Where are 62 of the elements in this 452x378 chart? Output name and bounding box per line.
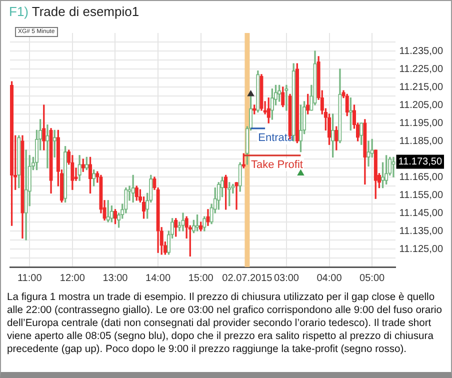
y-tick-label: 11.155,00 <box>399 190 444 201</box>
candlestick <box>52 130 56 158</box>
candlestick <box>331 114 335 158</box>
y-tick-label: 11.195,00 <box>399 118 444 129</box>
candlestick <box>360 122 364 145</box>
candlestick <box>363 119 367 185</box>
candlestick <box>256 70 260 113</box>
x-tick-label: 15:00 <box>188 272 214 284</box>
candlestick <box>252 104 256 114</box>
y-tick-label: 11.225,00 <box>399 64 444 75</box>
candlestick <box>24 150 28 240</box>
x-tick-label: 05:00 <box>360 272 386 284</box>
y-tick-label: 11.145,00 <box>399 208 444 219</box>
y-tick-label: 11.135,00 <box>399 226 444 237</box>
x-tick-label: 03:00 <box>274 272 300 284</box>
y-tick-label: 11.205,00 <box>399 100 444 111</box>
chart-title: F1) Trade di esempio1 <box>9 4 140 19</box>
series-label: Entrata <box>258 132 294 144</box>
candlestick <box>131 174 135 203</box>
x-tick-label: 12:00 <box>60 272 86 284</box>
y-tick-label: 11.235,00 <box>399 46 444 57</box>
candlestick <box>238 162 242 192</box>
x-tick-label: 04:00 <box>316 272 342 284</box>
y-tick-label: 11.165,00 <box>399 172 444 183</box>
y-tick-label: 11.125,00 <box>399 244 444 255</box>
candlestick <box>17 135 21 188</box>
candlestick <box>46 124 50 168</box>
candlestick <box>42 104 46 150</box>
series-label: Take Profit <box>251 158 303 171</box>
candlestick <box>10 81 14 226</box>
candlestick <box>298 104 303 152</box>
candlestick <box>281 86 285 108</box>
text: La figura 1 mostra un trade di esempio. Il prezzo di chiusura utilizzato per il gap close è quello alle 22:00 (contrassegno giallo). Le ore 03:00 nel grafico corrispondono alle 9:00 del fuso orario dell’Europa centrale (dati non consegnati dal provider secondo l’orario tedesco). Il trade short viene aperto alle 08:05 (segno blu), dopo che il prezzo era salito rispetto al prezzo di chiusura precedente (gap up). Poco dopo le 9:00 il prezzo raggiunge la take-profit (segno rosso). <box>7 291 444 356</box>
candlestick <box>206 209 210 226</box>
candlestick <box>374 150 378 199</box>
x-tick-label: 11:00 <box>17 272 42 284</box>
candlestick <box>366 140 370 167</box>
candlestick <box>380 162 385 188</box>
candlestick <box>20 135 24 239</box>
candlestick <box>234 182 238 210</box>
candlestick <box>384 155 388 185</box>
candlestick <box>338 68 342 144</box>
x-tick-label: 02.07.2015 <box>222 272 273 284</box>
x-tick-label: 14:00 <box>146 272 171 284</box>
candlestick <box>334 126 338 150</box>
candlestick <box>224 174 228 210</box>
y-tick-label: 11.215,00 <box>399 82 444 93</box>
candlestick <box>295 63 299 144</box>
y-tick-label: 11.185,00 <box>399 136 444 147</box>
candlestick <box>81 158 85 172</box>
candlestick <box>49 128 53 194</box>
candlestick <box>88 156 92 194</box>
candlestick <box>84 156 89 170</box>
text: 11.173,50 <box>398 156 442 168</box>
x-tick-label: 13:00 <box>102 272 128 284</box>
candlestick <box>63 146 68 203</box>
candlestick <box>78 155 82 181</box>
candlestick <box>260 74 264 111</box>
candlestick <box>284 84 288 111</box>
candlestick <box>345 94 349 116</box>
candlestick <box>181 212 185 232</box>
candlestick <box>195 214 200 232</box>
